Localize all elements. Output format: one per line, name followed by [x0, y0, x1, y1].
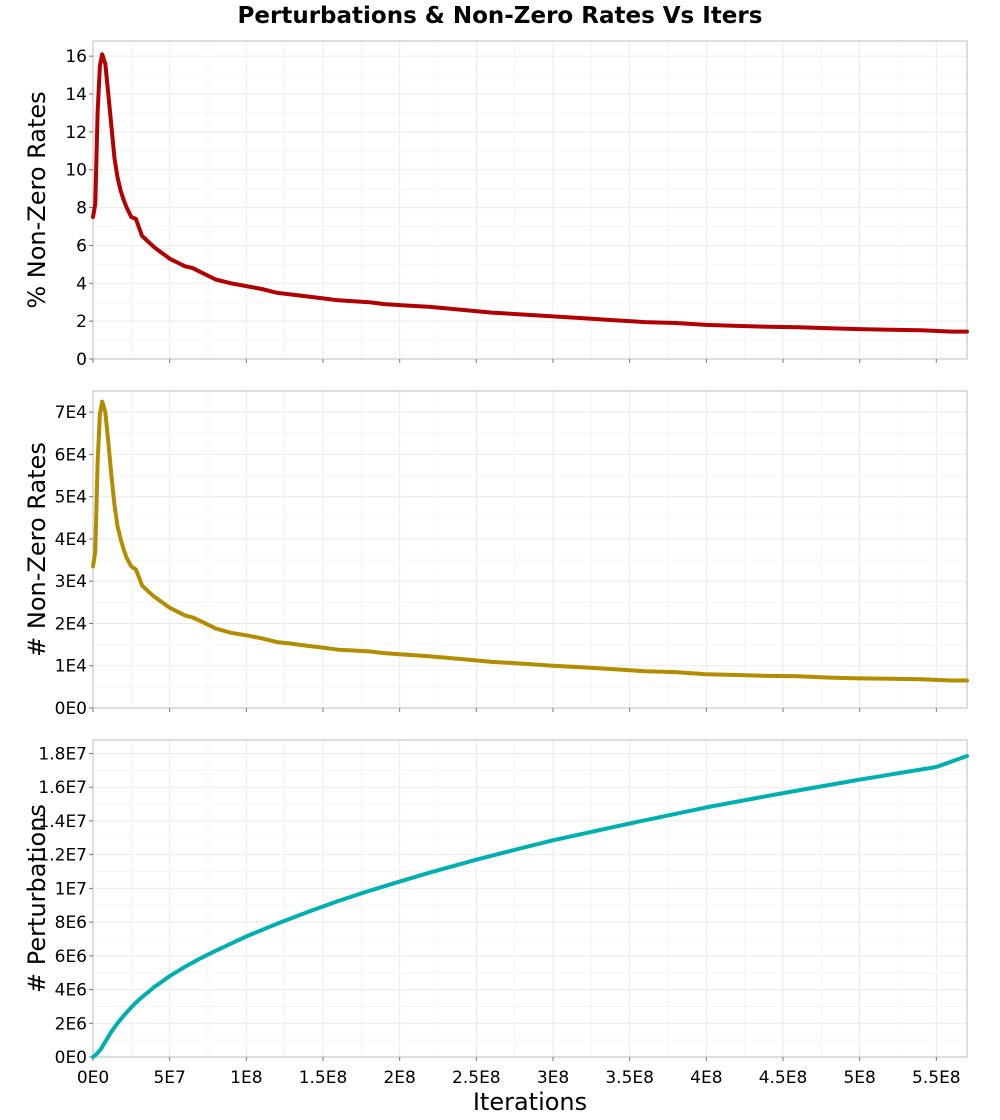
y-tick-label: 12: [65, 123, 87, 143]
series-line: [91, 52, 969, 334]
series-line: [91, 754, 969, 1059]
y-tick-label: 0E0: [55, 1048, 87, 1068]
series-line: [91, 399, 969, 683]
grid: [92, 740, 967, 1058]
x-tick-label: 5E7: [153, 1068, 185, 1088]
x-tick-label: 3E8: [537, 1068, 569, 1088]
y-tick-label: 1.4E7: [38, 812, 87, 832]
y-tick-label: 0E0: [55, 699, 87, 719]
plot-area: [93, 41, 967, 359]
y-axis-label: % Non-Zero Rates: [23, 91, 51, 308]
x-tick-label: 2E8: [383, 1068, 415, 1088]
y-tick-label: 7E4: [55, 403, 87, 423]
x-tick-label: 5.5E8: [912, 1068, 961, 1088]
y-tick-label: 8: [76, 199, 87, 219]
y-tick-label: 4E4: [55, 530, 87, 550]
x-tick-label: 4.5E8: [759, 1068, 808, 1088]
y-tick-label: 6E6: [55, 947, 87, 967]
x-tick-label: 0E0: [77, 1068, 109, 1088]
y-tick-label: 1.2E7: [38, 846, 87, 866]
plot-border: [92, 40, 968, 360]
y-tick-label: 5E4: [55, 488, 87, 508]
panel-1: 0 2 4 6 8 10 12 14 16 % Non-Zero Rates: [23, 40, 969, 370]
x-axis-label: Iterations: [473, 1088, 587, 1116]
panel-3: 0E0 2E6 4E6 6E6 8E6 1E7 1.2E7 1.4E7 1.6E7 1.8E7 # …: [23, 739, 969, 1088]
y-axis-label: # Non-Zero Rates: [23, 442, 51, 657]
y-tick-label: 2: [76, 312, 87, 332]
grid: [92, 391, 967, 709]
y-tick-label: 3E4: [55, 572, 87, 592]
panel-2: 0E0 1E4 2E4 3E4 4E4 5E4 6E4 7E4# Non-Zero Rates: [23, 390, 969, 719]
x-tick-label: 4E8: [690, 1068, 722, 1088]
y-axis-label: # Perturbations: [23, 804, 51, 993]
x-tick-label: 1.5E8: [299, 1068, 348, 1088]
plot-border: [92, 390, 968, 709]
y-tick-label: 2E4: [55, 614, 87, 634]
y-tick-label: 6E4: [55, 445, 87, 465]
y-tick-label: 16: [65, 47, 87, 67]
y-tick-label: 4: [76, 274, 87, 294]
x-tick-label: 1E8: [230, 1068, 262, 1088]
y-tick-label: 6: [76, 236, 87, 256]
x-tick-label: 3.5E8: [605, 1068, 654, 1088]
y-tick-label: 8E6: [55, 913, 87, 933]
plot-area: [93, 391, 967, 708]
plot-border: [92, 739, 968, 1058]
y-tick-label: 1E7: [55, 879, 87, 899]
y-tick-label: 1.6E7: [38, 778, 87, 798]
y-tick-label: 10: [65, 161, 87, 181]
grid: [92, 41, 967, 360]
y-tick-label: 4E6: [55, 981, 87, 1001]
y-tick-label: 1.8E7: [38, 744, 87, 764]
x-tick-label: 2.5E8: [452, 1068, 501, 1088]
y-tick-label: 14: [65, 85, 87, 105]
y-tick-label: 0: [76, 350, 87, 370]
chart-title: Perturbations & Non-Zero Rates Vs Iters: [238, 3, 763, 29]
y-tick-label: 1E4: [55, 657, 87, 677]
y-tick-label: 2E6: [55, 1014, 87, 1034]
x-tick-label: 5E8: [843, 1068, 875, 1088]
chart-panels: 0 2 4 6 8 10 12 14 16 % Non-Zero Rates 0E0 1E4 2E4 3E…: [23, 40, 969, 1088]
